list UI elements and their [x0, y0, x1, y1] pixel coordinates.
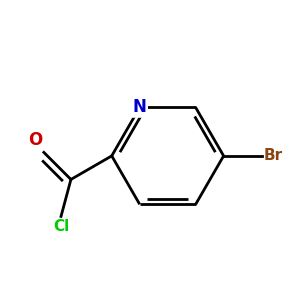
- Text: O: O: [28, 131, 42, 149]
- Text: Cl: Cl: [53, 219, 69, 234]
- Text: N: N: [133, 98, 147, 116]
- Text: Br: Br: [263, 148, 283, 164]
